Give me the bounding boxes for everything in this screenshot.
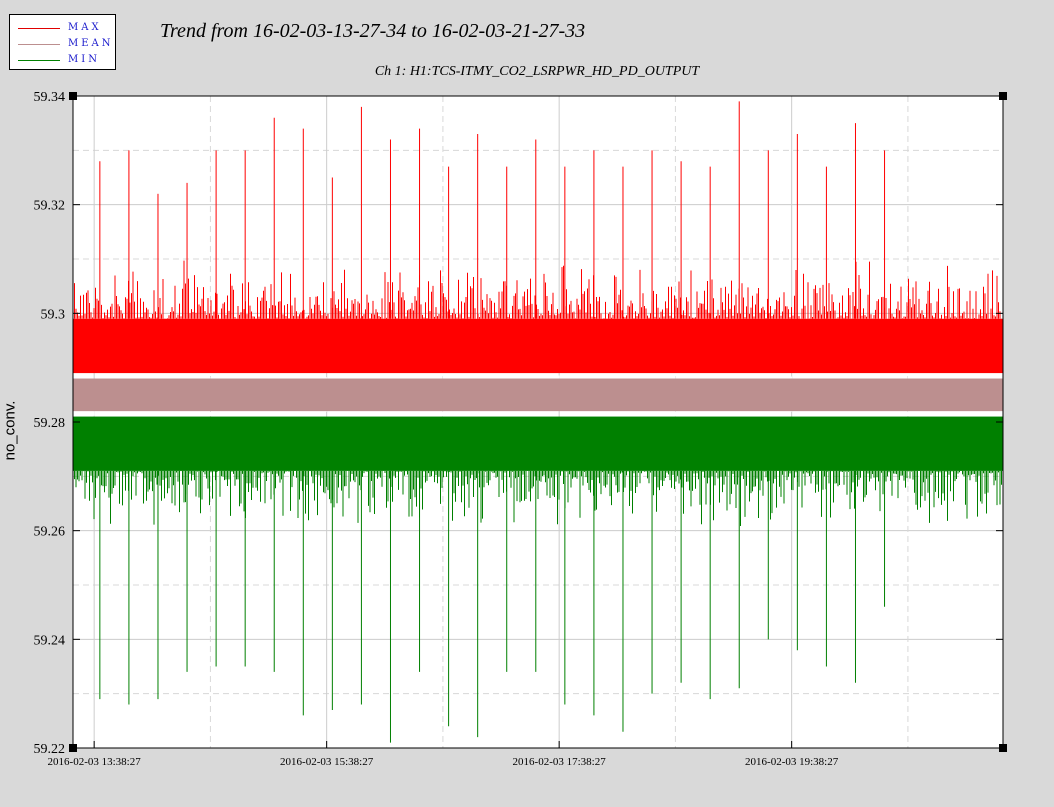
x-tick-label: 2016-02-03 17:38:27: [513, 756, 607, 768]
y-tick-label: 59.32: [34, 199, 66, 214]
data-series: [72, 260, 1003, 526]
series-max-band: [73, 318, 1003, 374]
x-tick-label: 2016-02-03 19:38:27: [745, 756, 839, 768]
x-axis-ticks: 2016-02-03 13:38:27 2016-02-03 15:38:27 20…: [48, 741, 839, 768]
y-axis-ticks: 59.22 59.24 59.26 59.28 59.3 59.32 59.34: [34, 90, 1003, 757]
y-axis-label: no_conv.: [1, 400, 19, 461]
legend: MAX MEAN MIN: [9, 14, 116, 70]
spike-marks: [99, 101, 886, 743]
legend-swatch-min: [18, 60, 60, 61]
series-mean-band: [73, 378, 1003, 412]
y-tick-label: 59.34: [34, 90, 66, 105]
x-tick-label: 2016-02-03 13:38:27: [48, 756, 142, 768]
chart-subtitle: Ch 1: H1:TCS-ITMY_CO2_LSRPWR_HD_PD_OUTPU…: [374, 64, 700, 79]
x-tick-label: 2016-02-03 15:38:27: [280, 756, 374, 768]
legend-label-min: MIN: [68, 54, 100, 65]
chart-title: Trend from 16-02-03-13-27-34 to 16-02-03…: [160, 20, 586, 42]
y-tick-label: 59.24: [34, 633, 66, 648]
legend-item-min: MIN: [10, 53, 115, 67]
legend-item-max: MAX: [10, 21, 115, 35]
legend-swatch-max: [18, 28, 60, 29]
y-tick-label: 59.28: [34, 416, 66, 431]
legend-item-mean: MEAN: [10, 37, 115, 51]
legend-swatch-mean: [18, 44, 60, 45]
y-tick-label: 59.3: [41, 307, 66, 322]
legend-label-mean: MEAN: [68, 38, 114, 49]
legend-label-max: MAX: [68, 22, 102, 33]
series-min-band: [73, 416, 1003, 471]
y-tick-label: 59.26: [34, 525, 66, 540]
y-tick-label: 59.22: [34, 742, 66, 757]
